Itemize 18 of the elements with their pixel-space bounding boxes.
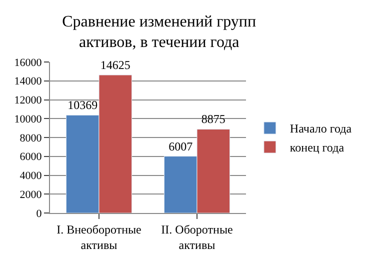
y-tick-label: 8000	[20, 132, 42, 144]
data-label: 10369	[68, 98, 98, 112]
data-label: 8875	[201, 112, 226, 126]
legend-label: Начало года	[290, 122, 352, 136]
y-tick-label: 0	[36, 208, 42, 220]
chart-title: Сравнение изменений групп активов, в течении года	[62, 13, 256, 52]
y-tick-label: 2000	[20, 188, 42, 201]
y-tick-label: 6000	[20, 151, 42, 164]
data-label: 6007	[168, 139, 193, 154]
y-tick-label: 12000	[14, 94, 42, 107]
legend-label: конец года	[290, 140, 345, 155]
y-tick-label: 10000	[14, 113, 42, 126]
y-tick-label: 14000	[14, 76, 42, 88]
data-label: 14625	[100, 58, 130, 72]
y-tick-label: 4000	[20, 170, 42, 182]
y-tick-label: 16000	[14, 56, 42, 69]
x-tick-label: I. Внеоборотные активы	[56, 222, 142, 252]
x-tick-label: II. Оборотные активы	[161, 222, 233, 252]
